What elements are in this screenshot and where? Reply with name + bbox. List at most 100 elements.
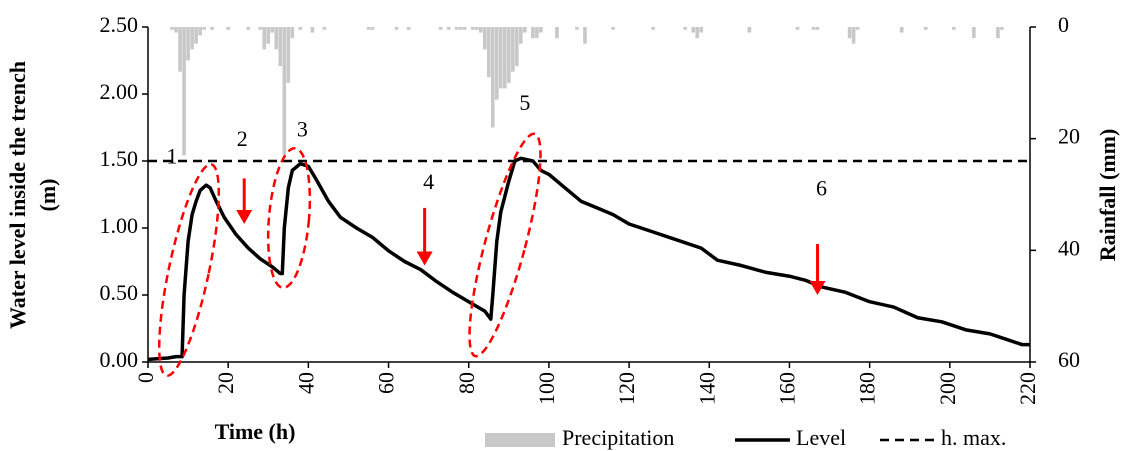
precipitation-bar bbox=[511, 27, 515, 72]
precipitation-bar bbox=[194, 27, 198, 44]
precipitation-bar bbox=[515, 27, 519, 67]
precipitation-bar bbox=[274, 27, 279, 50]
precipitation-bar bbox=[462, 27, 467, 30]
precipitation-bar bbox=[503, 27, 507, 89]
x-tick-label: 80 bbox=[454, 372, 479, 394]
precipitation-bar bbox=[507, 27, 511, 83]
y-tick-label: 0.50 bbox=[100, 280, 139, 305]
precipitation-bar bbox=[952, 27, 956, 30]
precipitation-bar bbox=[583, 27, 587, 44]
precipitation-bar bbox=[996, 27, 1000, 39]
precipitation-bar bbox=[406, 27, 411, 30]
y2-tick-label: 0 bbox=[1058, 12, 1069, 37]
precipitation-bar bbox=[470, 27, 475, 30]
x-tick-label: 120 bbox=[614, 372, 639, 405]
y2-tick-label: 40 bbox=[1058, 235, 1080, 260]
precipitation-bar bbox=[454, 27, 459, 30]
highlight-ellipse bbox=[157, 163, 221, 377]
annotation: 2 bbox=[237, 126, 248, 151]
precipitation-bar bbox=[478, 27, 483, 33]
precipitation-bar bbox=[270, 27, 275, 33]
y-axis-label: Water level inside the trench bbox=[5, 61, 30, 329]
precipitation-bar bbox=[923, 27, 928, 30]
annotation: 4 bbox=[423, 169, 434, 194]
precipitation-bar bbox=[519, 27, 523, 44]
precipitation-bar bbox=[691, 27, 696, 33]
legend-swatch bbox=[485, 433, 555, 447]
y-tick-label: 2.00 bbox=[100, 79, 139, 104]
precipitation-bar bbox=[531, 27, 535, 39]
precipitation-bar bbox=[282, 27, 287, 156]
precipitation-bar bbox=[210, 27, 214, 30]
legend-label: Precipitation bbox=[562, 425, 674, 450]
x-tick-label: 200 bbox=[935, 372, 960, 405]
precipitation-bar bbox=[474, 27, 479, 30]
precipitation-bar bbox=[575, 27, 579, 30]
precipitation-bar bbox=[246, 27, 251, 30]
precipitation-bar bbox=[290, 27, 295, 39]
highlight-ellipse bbox=[468, 132, 542, 358]
level-line bbox=[147, 156, 1030, 362]
arrow-head bbox=[416, 251, 433, 266]
y-tick-label: 1.00 bbox=[100, 213, 139, 238]
x-tick-label: 60 bbox=[374, 372, 399, 394]
arrow-head bbox=[809, 281, 826, 295]
precipitation-bar bbox=[190, 27, 194, 50]
precipitation-bar bbox=[899, 27, 904, 33]
precipitation-bar bbox=[298, 27, 303, 30]
precipitation-bar bbox=[523, 27, 527, 33]
x-tick-label: 40 bbox=[293, 372, 318, 394]
precipitation-bar bbox=[458, 27, 463, 30]
x-tick-label: 0 bbox=[133, 372, 158, 383]
y-tick-label: 0.00 bbox=[100, 347, 139, 372]
y2-axis-label: Rainfall (mm) bbox=[1095, 129, 1120, 262]
x-tick-label: 180 bbox=[855, 372, 880, 405]
legend-label: Level bbox=[796, 425, 846, 450]
precipitation-bar bbox=[811, 27, 816, 30]
y2-tick-label: 60 bbox=[1058, 347, 1080, 372]
y2-tick-label: 20 bbox=[1058, 124, 1080, 149]
precipitation-bar bbox=[535, 27, 539, 39]
precipitation-bar bbox=[438, 27, 443, 30]
precipitation-bar bbox=[202, 27, 206, 30]
arrow-head bbox=[236, 209, 253, 224]
precipitation-bar bbox=[695, 27, 700, 39]
precipitation-bar bbox=[699, 27, 704, 33]
precipitation-bar bbox=[258, 27, 263, 30]
y-axis-label: (m) bbox=[35, 179, 60, 212]
precipitation-bar bbox=[186, 27, 190, 61]
precipitation-bar bbox=[446, 27, 451, 30]
legend-label: h. max. bbox=[941, 425, 1006, 450]
precipitation-bar bbox=[972, 27, 976, 39]
precipitation-bar bbox=[815, 27, 820, 30]
precipitation-bar bbox=[170, 27, 174, 30]
annotation: 6 bbox=[816, 176, 827, 201]
precipitation-bar bbox=[286, 27, 291, 83]
precipitation-bar bbox=[394, 27, 399, 30]
precipitation-bar bbox=[226, 27, 230, 30]
precipitation-bar bbox=[498, 27, 503, 89]
precipitation-bar bbox=[278, 27, 283, 67]
precipitation-bar bbox=[847, 27, 852, 39]
precipitation-bar bbox=[262, 27, 267, 50]
precipitation-bar bbox=[611, 27, 615, 30]
precipitation-bar bbox=[494, 27, 499, 100]
precipitation-bar bbox=[539, 27, 543, 33]
precipitation-bar bbox=[1000, 27, 1004, 30]
precipitation-bar bbox=[178, 27, 182, 72]
precipitation-bar bbox=[174, 27, 178, 33]
x-tick-label: 160 bbox=[775, 372, 800, 405]
x-tick-label: 100 bbox=[534, 372, 559, 405]
x-tick-label: 140 bbox=[694, 372, 719, 405]
y-tick-label: 2.50 bbox=[100, 12, 139, 37]
precipitation-bar bbox=[855, 27, 860, 30]
precipitation-bar bbox=[370, 27, 375, 30]
precipitation-bar bbox=[795, 27, 800, 30]
precipitation-bar bbox=[482, 27, 487, 50]
precipitation-bar bbox=[366, 27, 371, 30]
x-axis-label: Time (h) bbox=[215, 419, 296, 444]
y-tick-label: 1.50 bbox=[100, 146, 139, 171]
precipitation-bar bbox=[310, 27, 315, 33]
x-tick-label: 220 bbox=[1015, 372, 1040, 405]
